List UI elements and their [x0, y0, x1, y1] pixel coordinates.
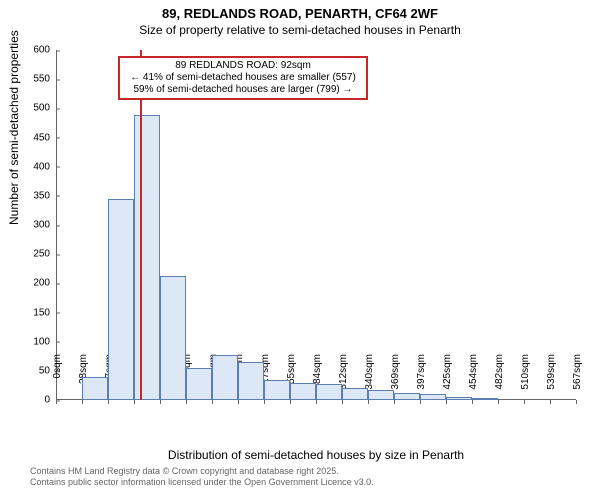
callout-line: ← 41% of semi-detached houses are smalle… — [124, 72, 362, 84]
title-block: 89, REDLANDS ROAD, PENARTH, CF64 2WF Siz… — [0, 0, 600, 37]
x-tick-label: 567sqm — [572, 354, 583, 404]
x-tick-label: 510sqm — [520, 354, 531, 404]
histogram-bar — [368, 390, 394, 401]
histogram-bar — [446, 397, 472, 400]
y-tick: 200 — [33, 278, 56, 289]
histogram-bar — [394, 393, 420, 400]
y-tick: 300 — [33, 220, 56, 231]
histogram-bar — [212, 355, 238, 401]
y-tick: 100 — [33, 336, 56, 347]
histogram-bar — [316, 384, 342, 400]
histogram-bar — [238, 362, 264, 400]
chart-subtitle: Size of property relative to semi-detach… — [0, 23, 600, 37]
callout-box: 89 REDLANDS ROAD: 92sqm← 41% of semi-det… — [118, 56, 368, 100]
histogram-bar — [186, 368, 212, 400]
x-tick-label: 539sqm — [546, 354, 557, 404]
footer-line-2: Contains public sector information licen… — [30, 477, 374, 488]
histogram-bar — [264, 380, 290, 400]
callout-line: 59% of semi-detached houses are larger (… — [124, 84, 362, 96]
chart-title: 89, REDLANDS ROAD, PENARTH, CF64 2WF — [0, 6, 600, 21]
y-tick: 350 — [33, 190, 56, 201]
y-tick: 400 — [33, 161, 56, 172]
x-tick-label: 0sqm — [52, 354, 63, 404]
y-tick: 150 — [33, 307, 56, 318]
histogram-bar — [82, 377, 108, 400]
histogram-bar — [290, 383, 316, 401]
y-axis-label: Number of semi-detached properties — [7, 30, 21, 225]
y-tick: 600 — [33, 45, 56, 56]
y-tick: 550 — [33, 74, 56, 85]
histogram-bar — [472, 398, 498, 400]
histogram-bar — [160, 276, 186, 400]
y-tick: 250 — [33, 249, 56, 260]
x-tick-label: 482sqm — [494, 354, 505, 404]
histogram-bar — [108, 199, 134, 400]
histogram-bar — [134, 115, 160, 400]
histogram-bar — [342, 388, 368, 400]
chart-container: 89, REDLANDS ROAD, PENARTH, CF64 2WF Siz… — [0, 0, 600, 500]
y-tick: 450 — [33, 132, 56, 143]
histogram-bar — [420, 394, 446, 400]
plot-area: 0501001502002503003504004505005506000sqm… — [56, 50, 576, 400]
reference-line — [140, 50, 142, 400]
y-tick: 500 — [33, 103, 56, 114]
x-axis-label: Distribution of semi-detached houses by … — [56, 448, 576, 462]
footer-line-1: Contains HM Land Registry data © Crown c… — [30, 466, 374, 477]
footer-attribution: Contains HM Land Registry data © Crown c… — [30, 466, 374, 488]
callout-line: 89 REDLANDS ROAD: 92sqm — [124, 60, 362, 72]
